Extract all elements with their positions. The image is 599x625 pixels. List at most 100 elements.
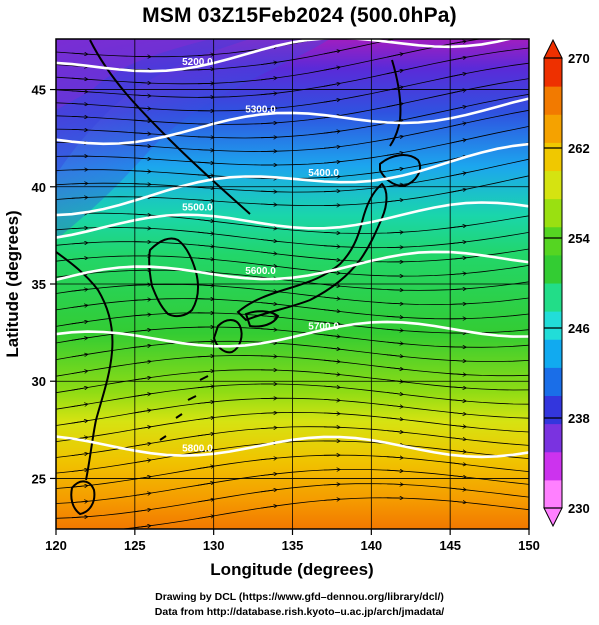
streamline-arrow xyxy=(260,78,277,80)
coastline-shikoku xyxy=(244,310,280,328)
coastlines xyxy=(56,39,422,516)
streamline-arrow xyxy=(450,173,466,177)
streamline-arrow xyxy=(260,316,277,317)
streamline-arrow xyxy=(134,460,151,463)
x-tick-label: 135 xyxy=(282,538,304,553)
streamline-arrow xyxy=(387,200,403,202)
streamline-arrow xyxy=(387,21,403,24)
streamline-arrow xyxy=(323,360,340,362)
colorbar-segment xyxy=(544,86,562,115)
streamline-arrow xyxy=(71,91,88,92)
streamline-arrow xyxy=(197,418,214,420)
streamline-arrow xyxy=(134,285,151,286)
colorbar-segment xyxy=(544,479,562,509)
colorbar-min-arrow xyxy=(543,507,563,528)
streamline-arrow xyxy=(450,258,466,260)
streamline-arrow xyxy=(323,259,340,260)
streamline-arrow xyxy=(134,510,151,513)
streamline-arrow xyxy=(450,273,466,274)
map-title: MSM 03Z15Feb2024 (500.0hPa) xyxy=(142,4,457,27)
streamline-arrow xyxy=(197,356,214,357)
streamline-arrow xyxy=(134,299,151,300)
colorbar-tick-label: 254 xyxy=(568,231,590,246)
coastline-ryukyu xyxy=(159,375,209,441)
streamline-arrow xyxy=(71,338,88,341)
y-axis-ticks: 25 30 35 40 45 xyxy=(32,83,56,486)
streamline-arrow xyxy=(387,431,403,433)
streamline-arrow xyxy=(197,200,214,201)
streamline-arrow xyxy=(71,228,88,229)
streamline-arrow xyxy=(323,413,340,414)
contour-label: 5300.0 xyxy=(245,105,276,116)
streamline-arrow xyxy=(323,484,340,485)
streamline-arrow xyxy=(260,227,277,229)
streamline-arrow xyxy=(450,450,466,452)
streamline-arrow xyxy=(197,220,214,222)
streamline-arrow xyxy=(197,499,214,503)
x-tick-label: 130 xyxy=(203,538,225,553)
colorbar-tick-label: 246 xyxy=(568,321,590,336)
streamline-arrow xyxy=(71,289,88,291)
streamline-arrow xyxy=(134,315,151,316)
streamline-arrow xyxy=(387,303,403,304)
streamline-arrow xyxy=(134,493,151,496)
streamline-arrow xyxy=(71,388,88,391)
streamline-arrow xyxy=(323,297,340,299)
streamline-arrow xyxy=(134,184,151,185)
x-axis-ticks: 120 125 130 135 140 145 150 xyxy=(45,529,540,553)
streamline-arrow xyxy=(450,242,466,244)
colorbar-segment xyxy=(544,339,562,368)
colorbar-segment xyxy=(544,170,562,200)
y-tick-label: 45 xyxy=(32,83,46,98)
streamline-arrow xyxy=(71,322,88,325)
contour-label: 5200.0 xyxy=(182,57,213,68)
streamline-arrow xyxy=(387,457,403,458)
streamline-arrow xyxy=(71,53,88,54)
streamline-arrow xyxy=(134,378,151,381)
contour-label: 5800.0 xyxy=(182,444,213,455)
streamline-arrow xyxy=(260,428,277,429)
credit-line-1: Drawing by DCL (https://www.gfd–dennou.o… xyxy=(155,591,444,603)
streamline-arrow xyxy=(71,197,88,198)
streamline-arrow xyxy=(71,517,88,518)
colorbar-tick-label: 230 xyxy=(568,501,590,516)
streamline-arrow xyxy=(260,137,277,138)
streamline-arrow xyxy=(134,394,151,397)
streamline-arrow xyxy=(260,93,277,95)
streamline-arrow xyxy=(71,305,88,308)
streamline-arrow xyxy=(71,454,88,456)
y-tick-label: 25 xyxy=(32,471,46,486)
streamline-arrow xyxy=(71,78,88,79)
streamline-arrow xyxy=(197,516,214,519)
streamline-arrow xyxy=(197,162,214,163)
y-axis-title: Latitude (degrees) xyxy=(3,210,22,357)
streamline-arrow xyxy=(260,303,277,305)
streamline-arrow xyxy=(260,329,277,330)
streamline-arrow xyxy=(323,232,340,233)
streamline-arrow xyxy=(134,95,151,96)
colorbar-tick-label: 262 xyxy=(568,141,590,156)
coastline-taiwan xyxy=(70,480,96,516)
streamline-arrow xyxy=(134,228,151,229)
streamline-arrow xyxy=(450,425,466,427)
streamline-arrow xyxy=(323,177,340,178)
streamline-arrow xyxy=(323,373,340,375)
contour-label: 5400.0 xyxy=(308,168,339,179)
streamline-arrow xyxy=(197,245,214,247)
streamline-arrow xyxy=(450,41,466,45)
streamline-arrow xyxy=(387,367,403,369)
streamline-arrow xyxy=(260,265,277,267)
y-tick-label: 35 xyxy=(32,277,46,292)
streamline-arrow xyxy=(323,499,340,500)
streamline-arrow xyxy=(260,191,277,192)
streamline-arrow xyxy=(197,69,214,70)
streamline-arrow xyxy=(134,171,151,172)
credits: Drawing by DCL (https://www.gfd–dennou.o… xyxy=(0,590,599,620)
streamline-arrow xyxy=(450,189,466,193)
streamline-arrow xyxy=(197,187,214,188)
streamline-arrow xyxy=(450,438,466,440)
colorbar-tick-label: 238 xyxy=(568,411,590,426)
streamline-arrow xyxy=(72,532,88,533)
streamline-arrow xyxy=(450,488,466,490)
streamline-arrow xyxy=(450,25,466,28)
